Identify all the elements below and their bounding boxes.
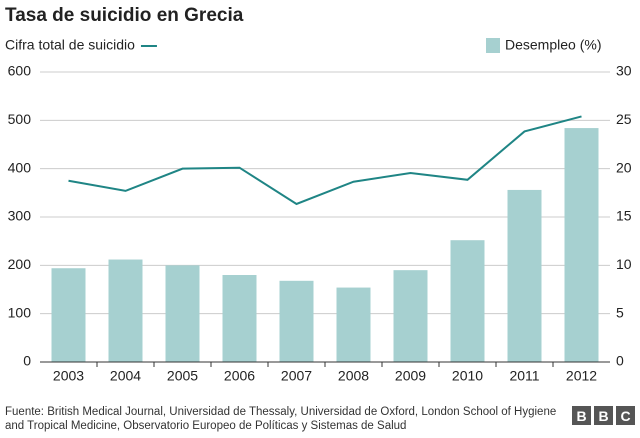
bar xyxy=(108,259,143,362)
bar xyxy=(564,128,599,362)
x-tick-label: 2012 xyxy=(566,368,597,384)
logo-letter: B xyxy=(572,406,591,425)
x-tick-label: 2003 xyxy=(53,368,84,384)
bar xyxy=(51,268,86,362)
bar xyxy=(450,240,485,362)
y2-tick-label: 5 xyxy=(616,304,624,320)
x-tick-label: 2005 xyxy=(167,368,198,384)
y2-tick-label: 15 xyxy=(616,208,632,224)
x-tick-label: 2004 xyxy=(110,368,141,384)
x-tick-label: 2010 xyxy=(452,368,483,384)
legend-label: Desempleo (%) xyxy=(505,37,601,53)
y2-tick-label: 10 xyxy=(616,256,632,272)
x-tick-label: 2008 xyxy=(338,368,369,384)
legend-swatch xyxy=(486,38,500,53)
y2-tick-label: 20 xyxy=(616,159,632,175)
y-tick-label: 200 xyxy=(8,256,32,272)
chart: Tasa de suicidio en Grecia 0100200300400… xyxy=(5,5,632,384)
bar xyxy=(393,270,428,362)
y-tick-label: 500 xyxy=(8,111,32,127)
source-note: Fuente: British Medical Journal, Univers… xyxy=(5,406,557,432)
chart-title: Tasa de suicidio en Grecia xyxy=(5,5,244,26)
y-tick-label: 400 xyxy=(8,159,32,175)
x-tick-label: 2007 xyxy=(281,368,312,384)
logo-letter: C xyxy=(616,406,635,425)
y2-tick-label: 30 xyxy=(616,63,632,79)
line xyxy=(68,115,582,206)
y2-tick-label: 25 xyxy=(616,111,632,127)
legend-label: Cifra total de suicidio xyxy=(5,37,135,53)
bar xyxy=(222,275,257,362)
bar xyxy=(336,287,371,362)
x-tick-label: 2009 xyxy=(395,368,426,384)
x-tick-label: 2011 xyxy=(509,368,539,384)
logo-letter: B xyxy=(594,406,613,425)
bar xyxy=(165,265,200,362)
y-tick-label: 600 xyxy=(8,63,32,79)
y-tick-label: 300 xyxy=(8,208,32,224)
bar xyxy=(507,189,542,362)
y-tick-label: 100 xyxy=(8,304,32,320)
bar xyxy=(279,280,314,362)
x-tick-label: 2006 xyxy=(224,368,255,384)
y2-tick-label: 0 xyxy=(616,353,624,369)
y-tick-label: 0 xyxy=(23,353,31,369)
